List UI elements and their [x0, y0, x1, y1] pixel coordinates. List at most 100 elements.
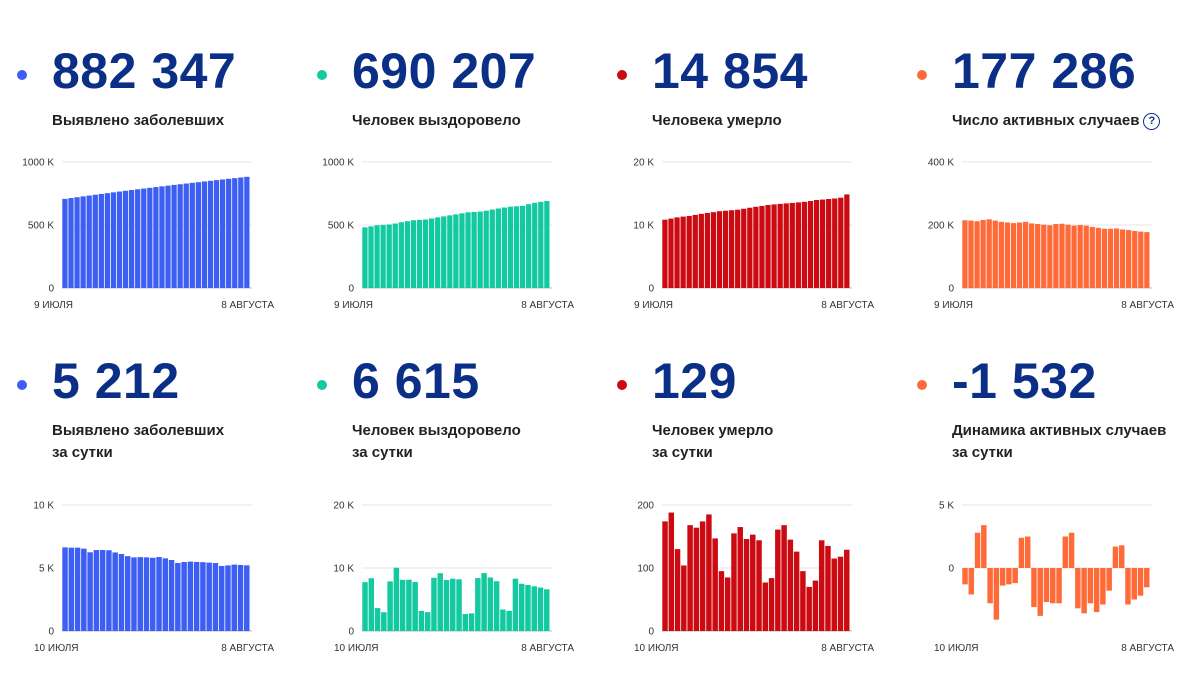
- bar: [1037, 568, 1043, 616]
- bar: [962, 220, 968, 288]
- bar: [718, 571, 725, 631]
- bar: [501, 207, 508, 288]
- x-start-label: 10 ИЮЛЯ: [634, 643, 679, 654]
- bar: [98, 193, 104, 288]
- bar: [789, 202, 795, 288]
- bar: [1012, 568, 1018, 584]
- bar: [986, 219, 992, 288]
- legend-dot: [17, 70, 27, 80]
- y-tick-label: 0: [948, 564, 954, 575]
- bar: [435, 217, 441, 288]
- bar: [422, 219, 429, 288]
- bar: [404, 221, 411, 288]
- bar: [431, 577, 437, 631]
- bar: [787, 539, 794, 631]
- x-end-label: 8 АВГУСТА: [821, 300, 874, 311]
- bar-chart: 0 500 K 1000 K 9 ИЮЛЯ 8 АВГУСТА: [322, 158, 574, 312]
- bar: [974, 221, 980, 288]
- stat-value: 882 347: [52, 43, 237, 99]
- bar: [795, 202, 801, 288]
- bar: [424, 612, 431, 631]
- bar: [1071, 225, 1077, 288]
- bar: [62, 547, 68, 631]
- x-end-label: 8 АВГУСТА: [521, 643, 574, 654]
- bar: [974, 532, 981, 568]
- bar: [838, 197, 844, 288]
- bar: [129, 190, 135, 288]
- bar: [526, 204, 532, 288]
- bar: [662, 219, 668, 288]
- bar: [759, 205, 765, 288]
- stat-label: Динамика активных случаев: [952, 422, 1167, 439]
- bar: [801, 201, 808, 288]
- y-tick-label: 1000 K: [322, 158, 354, 169]
- stat-value: 129: [652, 353, 737, 409]
- bar: [729, 210, 735, 288]
- bar: [92, 194, 98, 288]
- bar: [418, 610, 425, 631]
- bar: [844, 549, 850, 631]
- bar: [1016, 222, 1023, 288]
- bar: [207, 180, 214, 288]
- bar-chart: 0 100 200 10 ИЮЛЯ 8 АВГУСТА: [634, 501, 874, 655]
- bar: [1112, 546, 1119, 568]
- bar-chart: 0 5 K 10 ИЮЛЯ 8 АВГУСТА: [934, 501, 1174, 655]
- bar: [1077, 225, 1083, 288]
- bar: [93, 550, 100, 631]
- bar: [1093, 568, 1100, 613]
- bar: [1144, 568, 1150, 588]
- bar: [674, 549, 681, 631]
- bar: [74, 547, 81, 631]
- y-tick-label: 0: [48, 284, 54, 295]
- stat-label: за сутки: [652, 444, 713, 461]
- bar: [692, 214, 698, 288]
- x-end-label: 8 АВГУСТА: [1121, 643, 1174, 654]
- y-tick-label: 0: [348, 284, 354, 295]
- bar: [818, 540, 825, 631]
- bar: [674, 217, 680, 288]
- y-tick-label: 20 K: [633, 158, 654, 169]
- bar: [137, 557, 143, 631]
- panel-daily-deaths: 129 Человек умерло за сутки 0 100 200 10 ИЮЛЯ 8…: [600, 352, 900, 682]
- bar: [131, 557, 137, 631]
- help-icon[interactable]: ?: [1143, 113, 1161, 130]
- legend-dot: [317, 380, 327, 390]
- bar: [189, 182, 195, 288]
- bar: [187, 561, 194, 631]
- bar: [812, 580, 819, 631]
- bar: [1068, 532, 1075, 568]
- bar: [368, 226, 374, 288]
- y-tick-label: 0: [648, 284, 654, 295]
- stat-label: Человек умерло: [652, 422, 774, 439]
- bar: [531, 586, 537, 631]
- bar: [518, 583, 525, 631]
- bar: [456, 579, 462, 631]
- bar: [775, 529, 781, 631]
- x-start-label: 9 ИЮЛЯ: [634, 300, 673, 311]
- bar: [1065, 224, 1071, 288]
- bar: [380, 224, 386, 288]
- bar: [489, 209, 495, 288]
- panel-daily-recovered: 6 615 Человек выздоровело за сутки 0 10 K 20 …: [300, 352, 600, 682]
- bar: [980, 219, 986, 288]
- bar: [1041, 224, 1047, 288]
- y-tick-label: 100: [637, 564, 654, 575]
- bar: [1050, 568, 1056, 604]
- bar-chart: 0 10 K 20 K 9 ИЮЛЯ 8 АВГУСТА: [633, 158, 874, 312]
- bar: [1089, 226, 1095, 288]
- legend-dot: [917, 70, 927, 80]
- bar: [386, 224, 392, 288]
- bar: [118, 554, 125, 631]
- x-end-label: 8 АВГУСТА: [221, 643, 274, 654]
- bar: [104, 193, 111, 288]
- bar: [783, 203, 789, 288]
- bar: [724, 577, 731, 631]
- bar: [1131, 568, 1137, 600]
- bar: [201, 181, 208, 288]
- panel-daily-active: -1 532 Динамика активных случаев за сутки 0…: [900, 352, 1197, 682]
- bar: [807, 201, 814, 288]
- bar: [507, 206, 514, 288]
- bar: [399, 579, 406, 631]
- bar: [112, 552, 118, 631]
- bar-chart: 0 500 K 1000 K 9 ИЮЛЯ 8 АВГУСТА: [22, 158, 274, 312]
